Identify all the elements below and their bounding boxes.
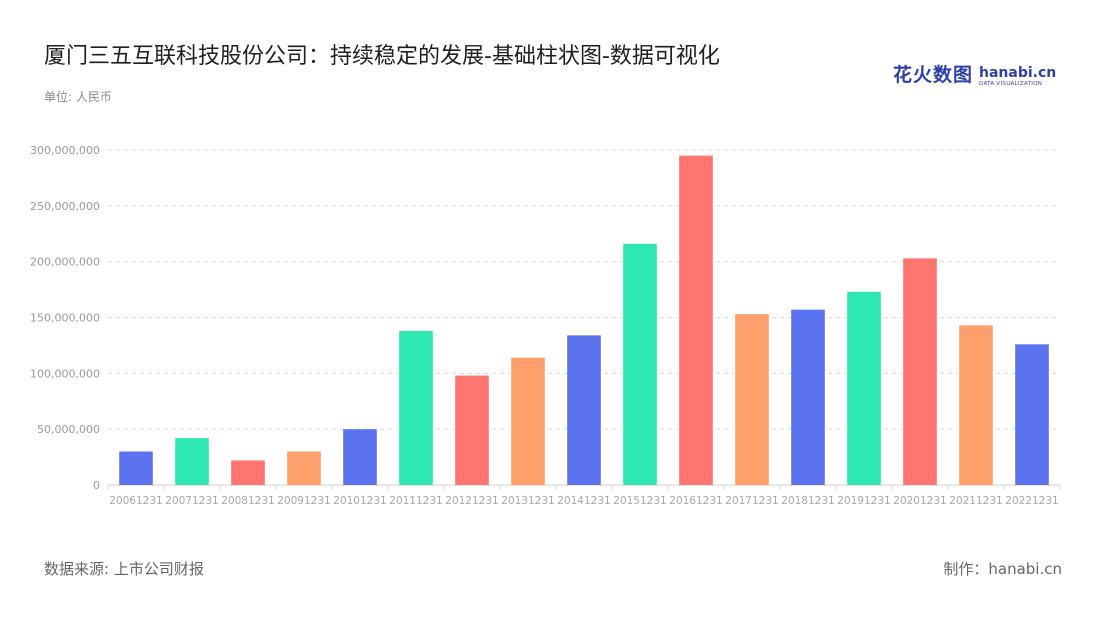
- bar: [343, 429, 377, 485]
- bar: [623, 243, 657, 485]
- x-tick-label: 20211231: [949, 495, 1002, 507]
- logo-en-text: hanabi.cn: [979, 64, 1057, 81]
- bar: [903, 258, 937, 485]
- data-source: 数据来源: 上市公司财报: [44, 560, 204, 578]
- y-tick-label: 200,000,000: [30, 256, 100, 269]
- bar: [959, 325, 993, 485]
- bar: [735, 314, 769, 485]
- bar: [679, 155, 713, 486]
- x-tick-label: 20091231: [277, 495, 330, 507]
- x-tick-label: 20131231: [501, 495, 554, 507]
- y-tick-label: 0: [93, 479, 100, 492]
- y-tick-label: 100,000,000: [30, 367, 100, 380]
- bar: [567, 335, 601, 485]
- maker-credit: 制作：hanabi.cn: [943, 560, 1062, 578]
- x-tick-label: 20161231: [669, 495, 722, 507]
- x-tick-label: 20221231: [1005, 495, 1058, 507]
- chart-title: 厦门三五互联科技股份公司：持续稳定的发展-基础柱状图-数据可视化: [44, 44, 720, 69]
- bar: [511, 357, 545, 485]
- y-tick-label: 150,000,000: [30, 312, 100, 325]
- y-axis: 0 50,000,000 100,000,000 150,000,000 200,000…: [30, 144, 100, 492]
- bar: [399, 330, 433, 485]
- bar: [175, 438, 209, 485]
- x-tick-label: 20121231: [445, 495, 498, 507]
- x-axis: 20061231 20071231 20081231 20091231 20101231…: [107, 485, 1061, 507]
- x-tick-label: 20151231: [613, 495, 666, 507]
- logo-cn-text: 花火数图: [893, 64, 974, 86]
- x-tick-label: 20141231: [557, 495, 610, 507]
- bar: [847, 291, 881, 485]
- x-tick-label: 20101231: [333, 495, 386, 507]
- y-tick-label: 250,000,000: [30, 200, 100, 213]
- logo-sub-text: DATA VISUALIZATION: [979, 80, 1043, 87]
- brand-logo: 花火数图 hanabi.cn DATA VISUALIZATION: [893, 60, 1056, 87]
- bar: [119, 451, 153, 485]
- x-tick-label: 20191231: [837, 495, 890, 507]
- y-tick-label: 50,000,000: [37, 423, 100, 436]
- x-tick-label: 20111231: [389, 495, 442, 507]
- bar: [287, 451, 321, 485]
- bar: [1015, 344, 1049, 485]
- x-tick-label: 20201231: [893, 495, 946, 507]
- x-tick-label: 20071231: [165, 495, 218, 507]
- x-tick-label: 20061231: [109, 495, 162, 507]
- x-tick-label: 20181231: [781, 495, 834, 507]
- bar: [791, 309, 825, 485]
- bar: [455, 375, 489, 485]
- logo-en-block: hanabi.cn DATA VISUALIZATION: [979, 66, 1056, 88]
- bars: [119, 155, 1049, 486]
- y-tick-label: 300,000,000: [30, 144, 100, 157]
- bar: [231, 460, 265, 485]
- unit-label: 单位: 人民币: [44, 90, 112, 104]
- x-tick-label: 20081231: [221, 495, 274, 507]
- x-tick-label: 20171231: [725, 495, 778, 507]
